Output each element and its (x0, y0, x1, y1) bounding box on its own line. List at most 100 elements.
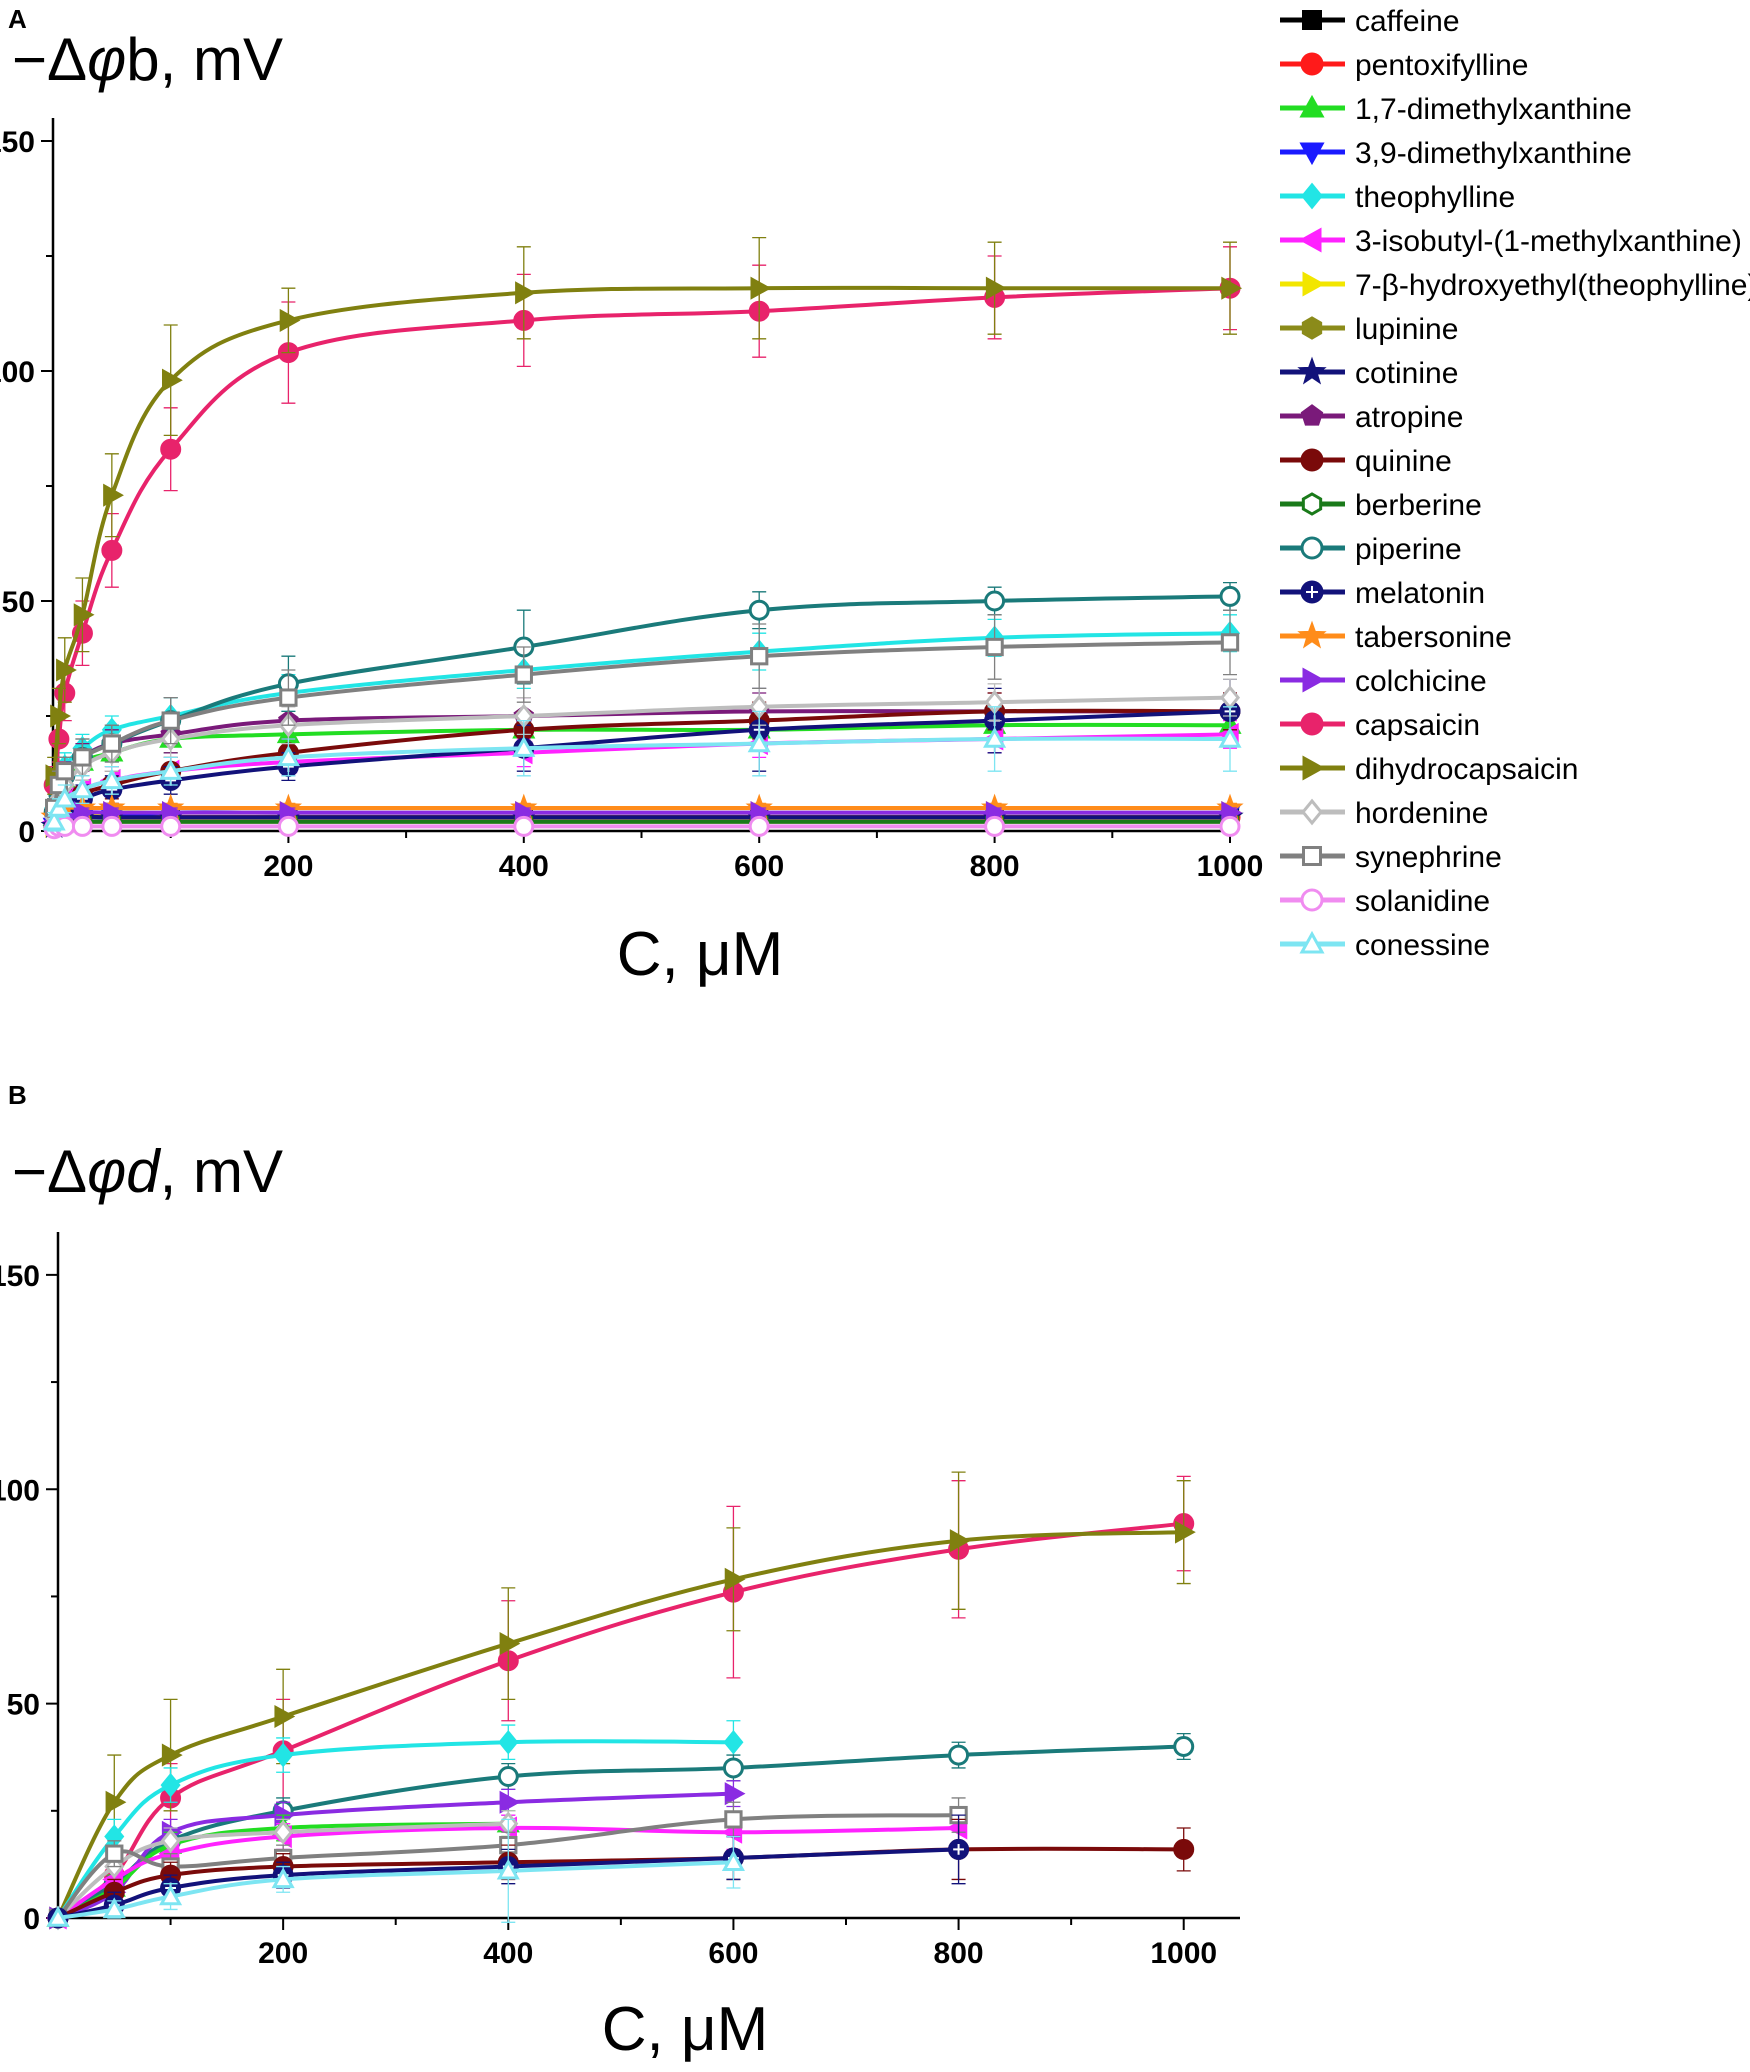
panel-a-plot-area: 200 400 600 800 1000 0 50 100 150 (0, 118, 1263, 883)
panel-b-point-conessine (271, 1867, 295, 1889)
legend-label: berberine (1355, 489, 1482, 522)
legend-marker-1-7-dimethylxanthine (1299, 94, 1325, 118)
legend-item-capsaicin: capsaicin (1280, 709, 1480, 742)
panel-a-line-hordenine (52, 695, 1231, 818)
panel-a-point-solanidine (984, 815, 1006, 837)
panel-b-point-colchicine (499, 1790, 521, 1814)
panel-b-point-quinine (1173, 1838, 1195, 1860)
panel-b-point-dihydrocapsaicin (1175, 1520, 1196, 1544)
legend-item-3-isobutyl-1-methylxanthine: 3-isobutyl-(1-methylxanthine) (1280, 225, 1742, 258)
panel-b-y-tick-label: 50 (7, 1689, 40, 1722)
panel-b-line-hordenine (56, 1821, 509, 1920)
panel-a-point-piperine (984, 590, 1006, 612)
legend-label: hordenine (1355, 797, 1488, 830)
legend-marker-melatonin-cross (1306, 586, 1318, 598)
panel-b-point-dihydrocapsaicin (949, 1529, 971, 1553)
legend-label: dihydrocapsaicin (1355, 753, 1578, 786)
panel-a-point-dihydrocapsaicin (73, 603, 95, 627)
legend-label: 3-isobutyl-(1-methylxanthine) (1355, 225, 1742, 258)
panel-a-x-tick-label: 400 (499, 850, 549, 883)
panel-a-x-tick-label: 1000 (1197, 850, 1264, 883)
legend-label: piperine (1355, 533, 1462, 566)
panel-b-line-synephrine (56, 1813, 959, 1920)
legend-label: capsaicin (1355, 709, 1480, 742)
panel-a-point-conessine (512, 736, 536, 757)
panel-a-point-piperine (1219, 585, 1241, 607)
panel-b-letter: B (8, 1080, 27, 1110)
legend-marker-capsaicin (1300, 712, 1324, 736)
legend: caffeine pentoxifylline 1,7-dimethylxanthi… (1280, 5, 1750, 962)
panel-a: A −Δφb, mV C, μM 200 400 600 800 1000 0 50 100 1… (0, 4, 1263, 989)
panel-b-point-hordenine (273, 1819, 294, 1845)
legend-label: caffeine (1355, 5, 1460, 38)
panel-a-point-conessine (159, 759, 183, 780)
panel-b-point-theophylline (160, 1772, 181, 1798)
panel-a-point-conessine (983, 726, 1007, 748)
legend-item-tabersonine: tabersonine (1280, 620, 1512, 654)
legend-item-melatonin: melatonin (1280, 577, 1485, 610)
panel-a-point-conessine (42, 809, 66, 831)
panel-b-point-piperine (722, 1757, 744, 1779)
panel-b-point-colchicine (724, 1782, 746, 1806)
panel-b-point-conessine (102, 1897, 126, 1919)
panel-b-point-synephrine (105, 1844, 124, 1863)
legend-label: lupinine (1355, 313, 1458, 346)
legend-marker-synephrine (1302, 846, 1322, 866)
panel-a-point-solanidine (277, 815, 299, 837)
panel-b-series-dihydrocapsaicin (49, 1471, 1196, 1930)
legend-marker-3-9-dimethylxanthine (1299, 142, 1325, 166)
legend-item-colchicine: colchicine (1280, 665, 1487, 698)
panel-b-line-melatonin (57, 1847, 959, 1920)
panel-a-y-tick-label: 50 (2, 586, 35, 619)
legend-label: conessine (1355, 929, 1490, 962)
legend-marker-tabersonine (1297, 620, 1327, 649)
legend-marker-colchicine (1302, 667, 1326, 693)
panel-a-point-conessine (100, 768, 124, 790)
panel-a-point-solanidine (1219, 815, 1241, 837)
panel-b-point-piperine (1173, 1736, 1195, 1757)
panel-b-x-tick-label: 1000 (1150, 1937, 1217, 1970)
panel-b-y-tick-label: 100 (0, 1474, 40, 1507)
panel-a-line-theophylline (52, 631, 1231, 809)
panel-a-y-tick-label: 100 (0, 356, 35, 389)
panel-b-y-axis-label: −Δφd, mV (12, 1138, 283, 1205)
panel-a-point-dihydrocapsaicin (985, 276, 1007, 300)
panel-a-point-capsaicin (101, 539, 123, 561)
legend-marker-atropine (1300, 404, 1324, 426)
panel-b-point-piperine (948, 1744, 970, 1766)
panel-a-point-synephrine (514, 665, 533, 684)
panel-b-point-dihydrocapsaicin (161, 1743, 183, 1767)
panel-b-point-conessine (46, 1905, 70, 1927)
panel-b-point-piperine (497, 1766, 519, 1788)
legend-marker-solanidine (1300, 888, 1324, 912)
panel-a-x-tick-label: 600 (734, 850, 784, 883)
panel-a-point-dihydrocapsaicin (56, 658, 77, 682)
legend-label: 3,9-dimethylxanthine (1355, 137, 1632, 170)
legend-item-1-7-dimethylxanthine: 1,7-dimethylxanthine (1280, 93, 1632, 126)
panel-a-point-conessine (276, 745, 300, 767)
panel-a-point-conessine (53, 786, 77, 808)
panel-a-point-capsaicin (160, 438, 182, 460)
legend-marker-lupinine (1301, 316, 1323, 340)
legend-label: pentoxifylline (1355, 49, 1528, 82)
panel-a-letter: A (8, 4, 27, 34)
panel-b-point-melatonin-cross (953, 1844, 964, 1855)
panel-b-plot-area: 200 400 600 800 1000 0 50 100 150 (0, 1232, 1240, 1970)
panel-a-series-synephrine (45, 609, 1240, 818)
panel-b-y-tick-label: 150 (0, 1260, 40, 1293)
panel-a-point-solanidine (748, 815, 770, 837)
legend-label: 1,7-dimethylxanthine (1355, 93, 1632, 126)
panel-a-y-axis-label: −Δφb, mV (12, 26, 283, 93)
panel-b-point-conessine (159, 1884, 183, 1906)
legend-item-7-hydroxyethyl-theophylline: 7-β-hydroxyethyl(theophylline) (1280, 269, 1750, 302)
legend-item-hordenine: hordenine (1280, 797, 1488, 830)
legend-item-3-9-dimethylxanthine: 3,9-dimethylxanthine (1280, 137, 1632, 170)
legend-marker-7-hydroxyethyl-theophylline (1302, 271, 1326, 297)
panel-a-point-solanidine (513, 815, 535, 837)
panel-a-point-dihydrocapsaicin (1221, 276, 1243, 300)
legend-item-pentoxifylline: pentoxifylline (1280, 49, 1528, 82)
panel-a-point-synephrine (55, 762, 74, 781)
panel-a-point-dihydrocapsaicin (50, 704, 71, 728)
panel-b-point-dihydrocapsaicin (274, 1704, 296, 1729)
